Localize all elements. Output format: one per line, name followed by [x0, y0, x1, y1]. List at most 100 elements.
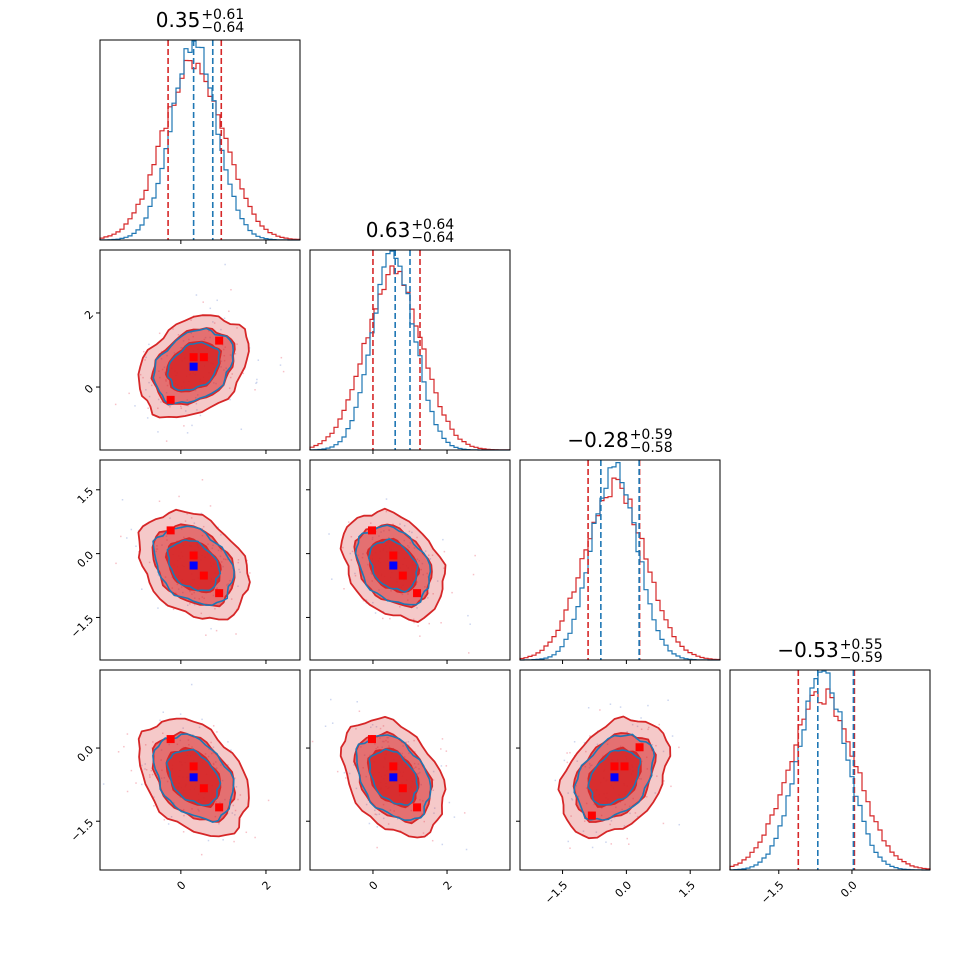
scatter-point: [396, 818, 399, 820]
scatter-point: [190, 683, 193, 686]
scatter-point: [210, 627, 212, 630]
scatter-point: [376, 826, 379, 828]
scatter-point: [576, 760, 578, 762]
scatter-point: [280, 356, 283, 359]
scatter-point: [150, 769, 153, 772]
title-minus: −0.58: [629, 439, 673, 456]
scatter-point: [431, 554, 434, 556]
red-marker: [166, 526, 175, 535]
scatter-point: [163, 819, 166, 821]
scatter-point: [214, 607, 216, 610]
scatter-point: [654, 792, 656, 794]
scatter-point: [228, 310, 230, 313]
scatter-point: [245, 831, 248, 834]
scatter-point: [153, 796, 155, 798]
scatter-point: [145, 356, 147, 359]
scatter-point: [126, 537, 128, 539]
scatter-point: [255, 382, 257, 385]
scatter-point: [235, 786, 238, 788]
scatter-point: [202, 525, 205, 528]
scatter-point: [220, 328, 222, 331]
scatter-point: [443, 567, 445, 569]
red-marker: [413, 589, 422, 598]
blue-contour: [166, 341, 221, 392]
scatter-point: [238, 568, 240, 571]
scatter-point: [123, 745, 125, 748]
scatter-point: [201, 528, 203, 530]
scatter-point: [157, 431, 159, 433]
scatter-point: [195, 402, 198, 405]
y-tick-label: 1.5: [75, 485, 97, 507]
scatter-point: [441, 843, 444, 846]
scatter-point: [193, 522, 196, 524]
scatter-point: [424, 550, 427, 552]
x-tick-label: −1.5: [758, 879, 786, 907]
red-marker: [368, 735, 376, 744]
scatter-point: [589, 735, 591, 737]
scatter-point: [142, 376, 144, 379]
scatter-point: [416, 607, 418, 609]
scatter-point: [411, 531, 413, 534]
scatter-point: [427, 597, 429, 599]
scatter-point: [382, 725, 385, 727]
scatter-point: [636, 815, 639, 818]
scatter-point: [126, 733, 129, 735]
scatter-point: [413, 621, 415, 624]
scatter-point: [628, 843, 630, 845]
scatter-point: [369, 726, 372, 729]
scatter-point: [209, 307, 212, 310]
scatter-point: [120, 535, 122, 538]
x-tick-label: 0.0: [838, 879, 860, 901]
scatter-point: [148, 774, 151, 776]
scatter-point: [433, 812, 435, 814]
scatter-point: [554, 779, 557, 782]
scatter-point: [376, 846, 378, 849]
scatter-point: [240, 428, 243, 431]
scatter-point: [186, 604, 189, 607]
histogram: [520, 462, 720, 661]
histogram: [309, 250, 510, 451]
mean-marker: [610, 773, 619, 782]
scatter-point: [147, 407, 149, 410]
scatter-point: [658, 723, 660, 726]
scatter-point: [443, 550, 446, 553]
scatter-point: [190, 319, 192, 321]
scatter-point: [365, 599, 368, 601]
scatter-point: [223, 317, 226, 320]
red-marker: [215, 803, 224, 812]
scatter-point: [469, 623, 471, 625]
scatter-point: [169, 406, 171, 408]
panel-frame: [309, 669, 511, 871]
scatter-point: [463, 812, 466, 814]
red-marker: [635, 743, 644, 752]
scatter-point: [121, 499, 124, 501]
panel-frame: [309, 249, 511, 451]
mean-marker: [189, 362, 198, 371]
histogram: [729, 688, 931, 870]
scatter-point: [403, 524, 406, 527]
x-tick-label: −1.5: [542, 879, 570, 907]
y-tick-label: −1.5: [68, 816, 96, 844]
scatter-point: [229, 376, 232, 379]
scatter-point: [180, 405, 182, 408]
scatter-point: [182, 831, 185, 833]
scatter-point: [609, 823, 611, 826]
blue-contour: [573, 733, 656, 821]
scatter-point: [605, 841, 607, 843]
scatter-point: [419, 635, 421, 637]
scatter-point: [610, 820, 613, 822]
scatter-point: [220, 534, 222, 536]
red-marker: [189, 353, 198, 362]
scatter-point: [355, 787, 358, 790]
scatter-point: [655, 744, 657, 747]
scatter-point: [182, 727, 184, 729]
title-plus: +0.61: [201, 6, 245, 23]
red-marker: [166, 735, 175, 744]
panel-frame: [309, 459, 511, 661]
scatter-point: [349, 552, 352, 555]
scatter-point: [467, 614, 469, 617]
scatter-point: [257, 359, 260, 361]
scatter-point: [582, 830, 585, 832]
blue-contour: [152, 327, 234, 406]
mean-marker: [189, 561, 198, 570]
